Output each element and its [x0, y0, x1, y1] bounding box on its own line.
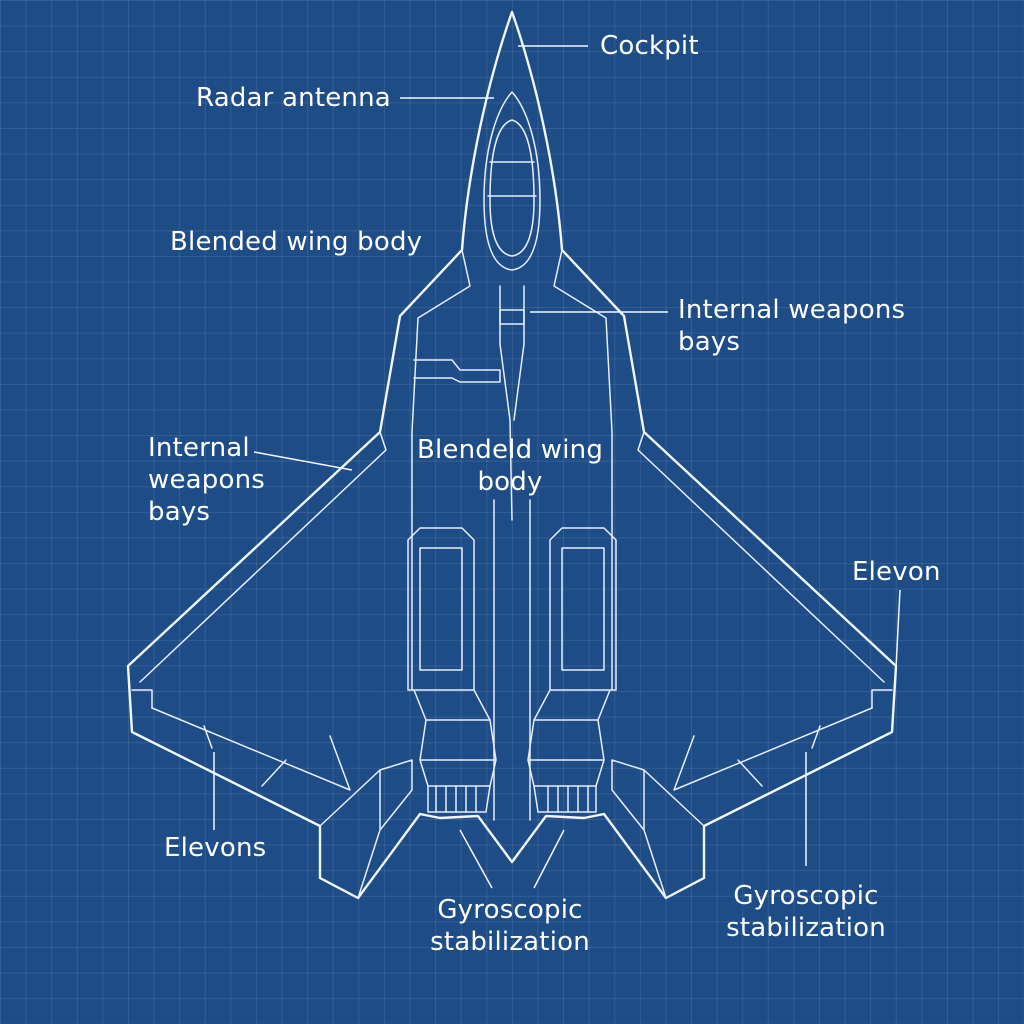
right-nozzle-petals: [547, 785, 589, 813]
label-internal-weapons-bays-left: Internal weapons bays: [148, 433, 266, 527]
weapons-bay-sensor: [499, 309, 525, 325]
left-engine-bay: [407, 527, 475, 691]
weapons-left-leader: [253, 451, 353, 471]
label-internal-weapons-bays-right: Internal weapons bays: [678, 295, 906, 357]
left-chine: [411, 249, 471, 691]
canopy-inner: [489, 119, 535, 257]
label-gyroscopic-stabilization-center: Gyroscopic stabilization: [430, 895, 590, 957]
left-nozzle-petals: [435, 785, 477, 813]
label-radar-antenna: Radar antenna: [196, 83, 391, 113]
right-engine-nozzle: [527, 689, 611, 813]
left-wing-trailing-edge: [151, 707, 351, 791]
label-elevons-left: Elevons: [164, 833, 267, 863]
label-blended-wing-body-center: Blendeld wing body: [416, 435, 604, 497]
label-cockpit: Cockpit: [600, 31, 699, 61]
gyro-center-leader-left: [459, 829, 493, 889]
right-wing-leading-edge: [637, 431, 885, 683]
right-engine-bay-inner: [561, 547, 605, 671]
left-elevon: [131, 689, 153, 709]
right-elevon: [871, 689, 893, 709]
label-elevon-right: Elevon: [852, 557, 941, 587]
canopy-outer: [483, 91, 541, 271]
left-engine-nozzle: [413, 689, 497, 813]
gyro-center-leader-right: [533, 829, 565, 889]
right-wing-trailing-edge: [673, 707, 873, 791]
left-tail: [319, 759, 413, 899]
fuselage-wing-outline: [126, 10, 898, 900]
elevon-right-leader: [895, 589, 901, 669]
label-blended-wing-body-top: Blended wing body: [170, 227, 423, 257]
right-chine: [553, 249, 613, 691]
right-tail: [611, 759, 705, 899]
left-wing-leading-edge: [139, 431, 387, 683]
right-engine-bay: [549, 527, 617, 691]
label-gyroscopic-stabilization-right: Gyroscopic stabilization: [726, 881, 886, 943]
left-intake-bar: [413, 359, 501, 383]
left-engine-bay-inner: [419, 547, 463, 671]
canopy-frame: [487, 161, 537, 197]
center-keel: [493, 499, 531, 821]
